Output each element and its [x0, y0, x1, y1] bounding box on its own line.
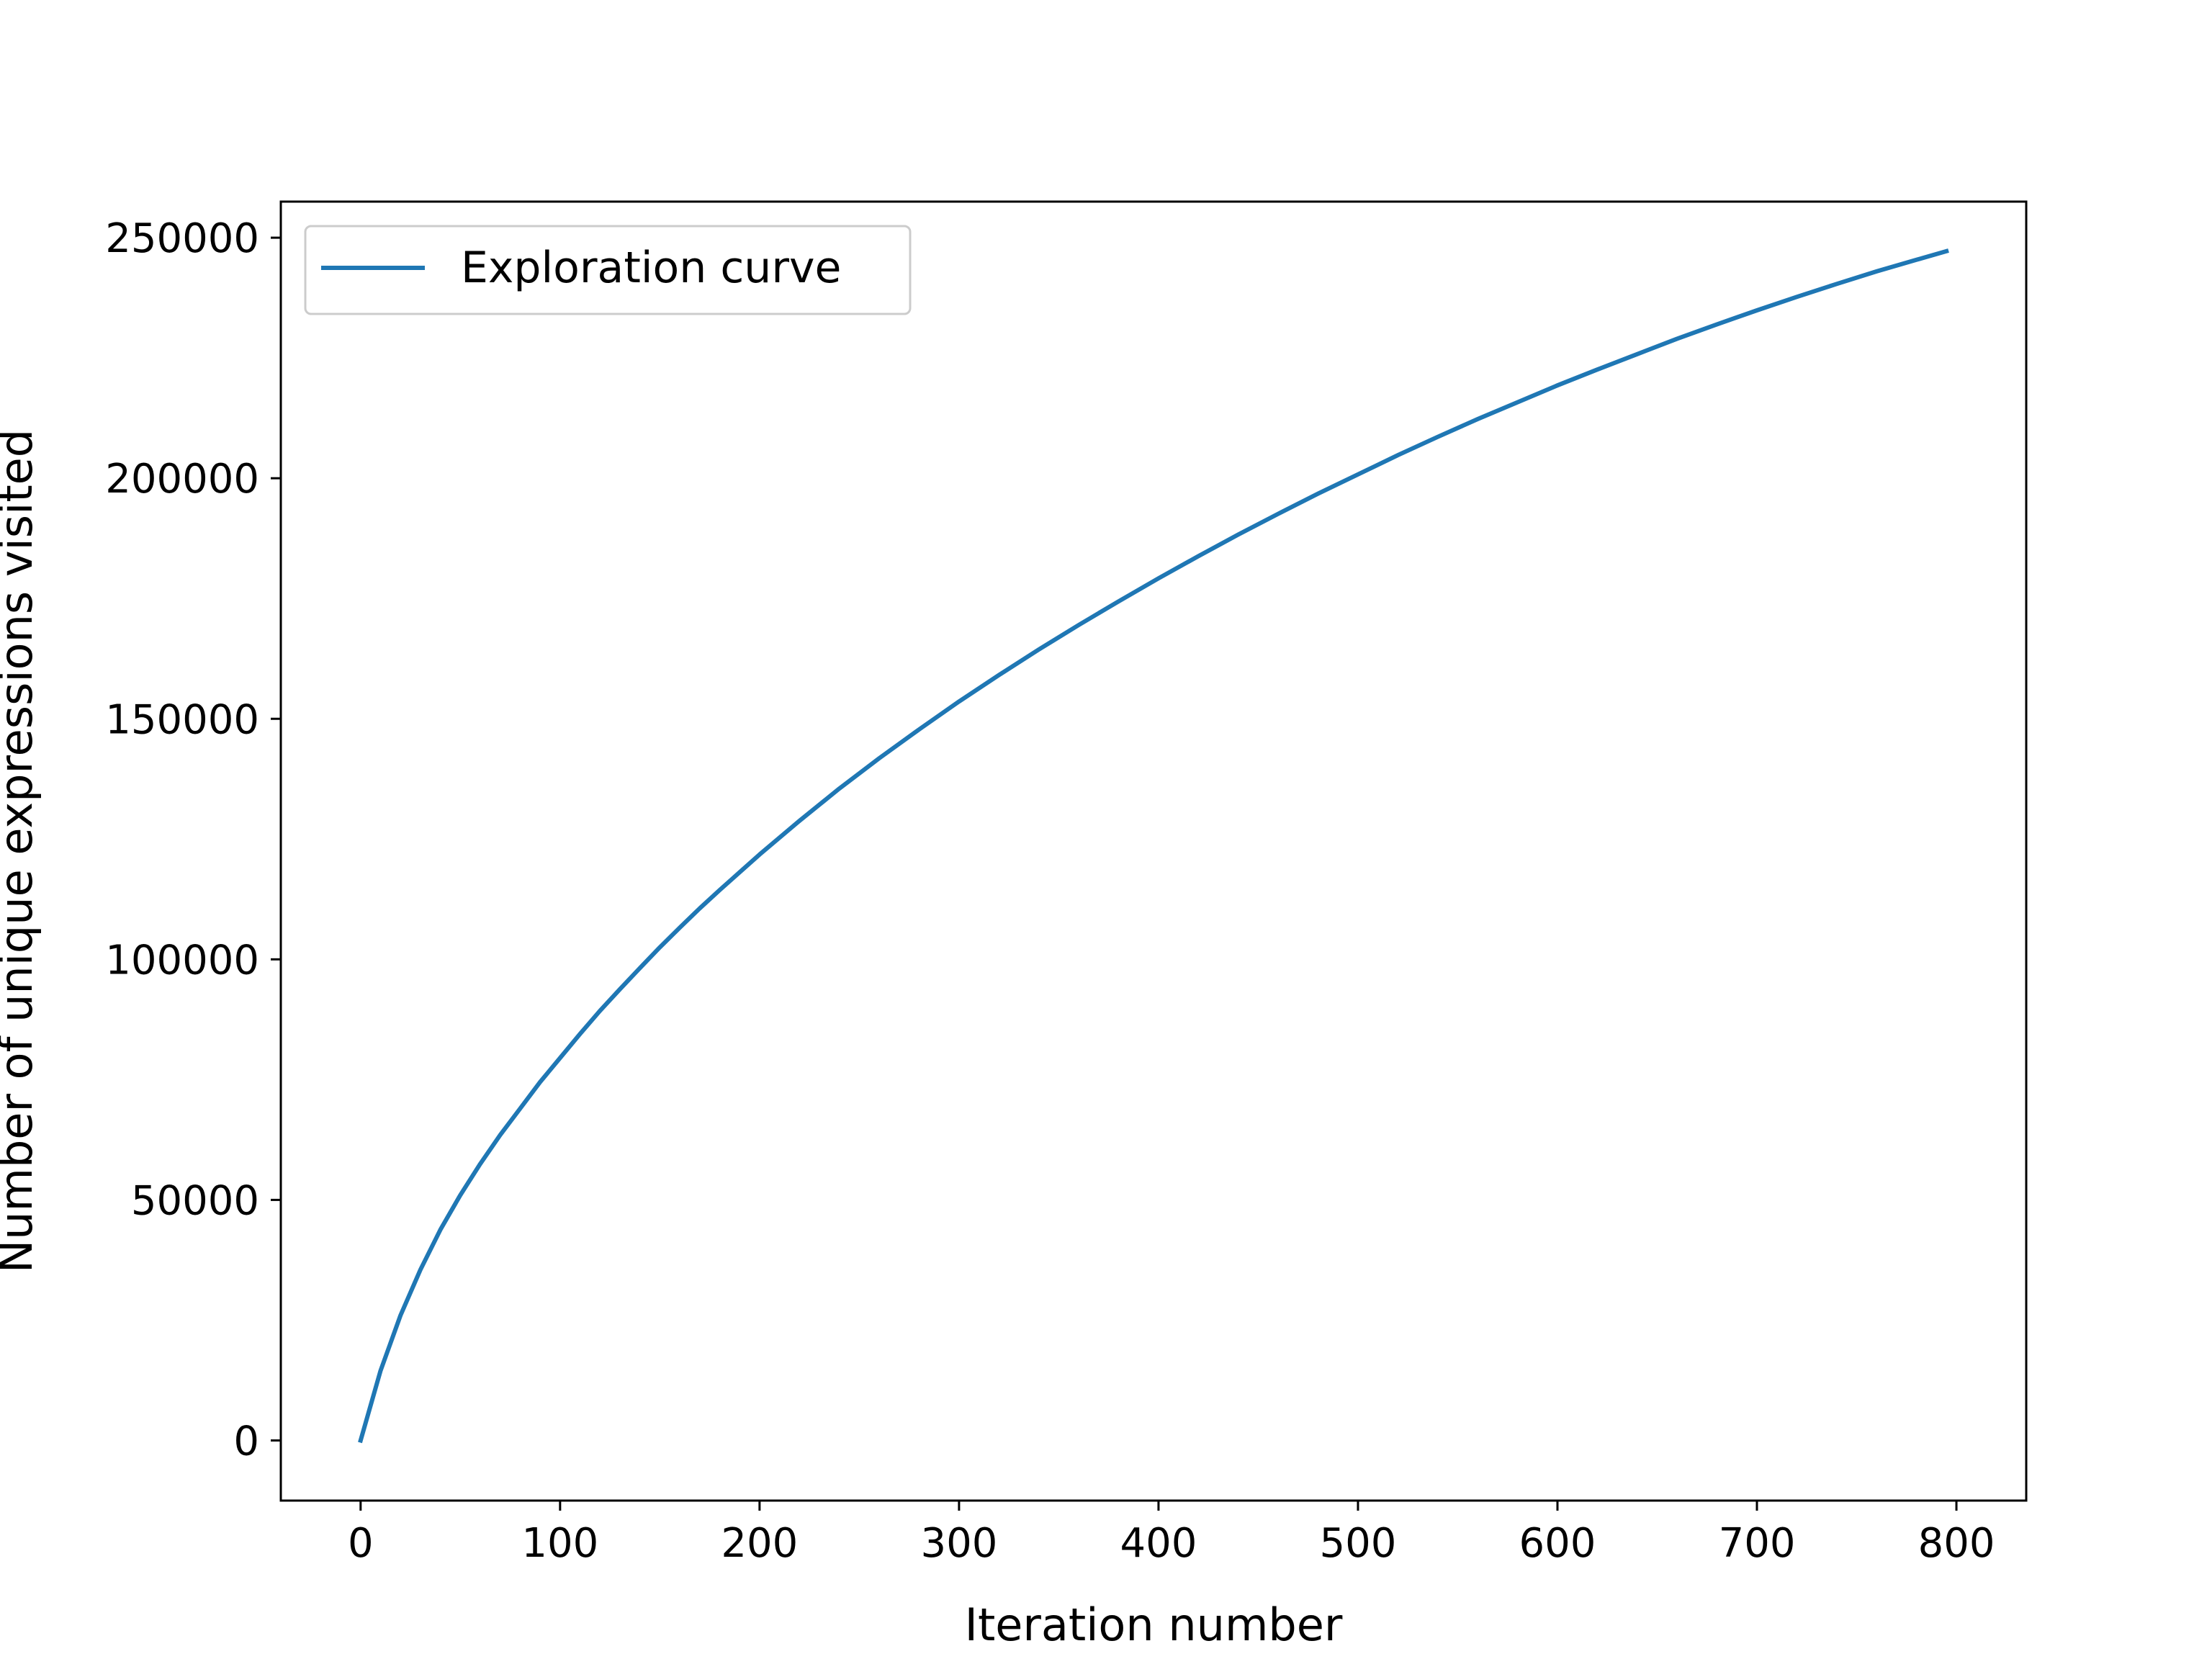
x-tick-label: 400: [1120, 1520, 1197, 1567]
y-tick-label: 100000: [105, 937, 259, 984]
x-tick-label: 800: [1918, 1520, 1995, 1567]
series-line-exploration-curve: [358, 248, 1949, 1444]
y-tick-label: 0: [233, 1418, 259, 1465]
x-tick-label: 500: [1320, 1520, 1397, 1567]
x-axis-label: Iteration number: [965, 1599, 1343, 1651]
x-tick-label: 700: [1719, 1520, 1796, 1567]
plot-frame: [279, 200, 2028, 1502]
legend: Exploration curve: [304, 225, 912, 315]
y-tick-label: 50000: [131, 1177, 259, 1224]
y-tick-label: 200000: [105, 456, 259, 503]
legend-label: Exploration curve: [461, 243, 841, 293]
x-tick-label: 100: [521, 1520, 598, 1567]
y-tick-label: 150000: [105, 696, 259, 743]
x-tick-label: 0: [348, 1520, 374, 1567]
legend-box: [304, 225, 912, 315]
x-axis: 0 100 200 300 400 500 600 700 800: [348, 1501, 1995, 1567]
y-axis-label: Number of unique expressions visited: [0, 429, 42, 1273]
x-tick-label: 300: [920, 1520, 997, 1567]
x-tick-label: 200: [721, 1520, 798, 1567]
y-axis: 0 50000 100000 150000 200000 250000: [105, 215, 281, 1465]
y-tick-label: 250000: [105, 215, 259, 262]
series-layer: [358, 248, 1949, 1444]
x-tick-label: 600: [1519, 1520, 1596, 1567]
